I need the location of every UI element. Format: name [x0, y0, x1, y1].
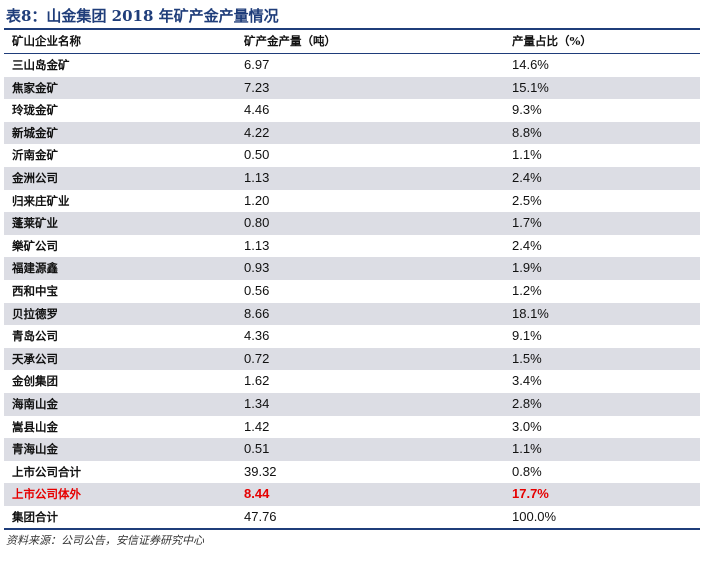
output-share-cell: 100.0% [512, 508, 557, 524]
company-name-cell: 金洲公司 [12, 170, 58, 185]
output-share-cell: 0.8% [512, 463, 542, 479]
gold-output-cell: 4.36 [244, 328, 270, 344]
table-row: 樂矿公司 1.13 2.4% [4, 235, 700, 258]
table-title: 表8：山金集团 2018 年矿产金产量情况 [6, 7, 279, 25]
company-name-cell: 沂南金矿 [12, 148, 58, 163]
gold-output-cell: 1.13 [244, 237, 270, 253]
output-share-cell: 3.4% [512, 373, 542, 389]
source-note: 资料来源：公司公告，安信证券研究中心 [6, 534, 204, 547]
table-row: 贝拉德罗 8.66 18.1% [4, 302, 700, 326]
gold-output-cell: 1.42 [244, 418, 270, 434]
gold-output-cell: 1.20 [244, 192, 270, 208]
company-name-cell: 上市公司合计 [12, 464, 81, 479]
company-name-cell: 嵩县山金 [12, 419, 58, 434]
output-share-cell: 15.1% [512, 79, 549, 95]
company-name-cell: 福建源鑫 [12, 261, 58, 276]
column-header-share: 产量占比（%） [512, 34, 592, 48]
table-row: 玲珑金矿 4.46 9.3% [4, 99, 700, 122]
column-header-company: 矿山企业名称 [12, 34, 81, 48]
table-row: 福建源鑫 0.93 1.9% [4, 257, 700, 280]
company-name-cell: 樂矿公司 [12, 238, 58, 253]
table-row: 青海山金 0.51 1.1% [4, 438, 700, 461]
table-row: 海南山金 1.34 2.8% [4, 392, 700, 416]
gold-output-cell: 47.76 [244, 508, 277, 524]
gold-output-cell: 4.22 [244, 124, 270, 140]
gold-output-cell: 0.56 [244, 282, 270, 298]
company-name-cell: 天承公司 [12, 351, 58, 366]
table-row: 集团合计 47.76 100.0% [4, 506, 700, 531]
table-header-row: 矿山企业名称 矿产金产量（吨） 产量占比（%） [4, 30, 700, 54]
table-row: 天承公司 0.72 1.5% [4, 347, 700, 371]
company-name-cell: 上市公司体外 [12, 487, 81, 502]
table-body: 三山岛金矿 6.97 14.6% 焦家金矿 7.23 15.1% 玲珑金矿 4.46 9.3% 新… [4, 54, 700, 531]
company-name-cell: 新城金矿 [12, 125, 58, 140]
output-share-cell: 2.4% [512, 237, 542, 253]
output-share-cell: 18.1% [512, 305, 549, 321]
column-header-output: 矿产金产量（吨） [244, 34, 336, 48]
company-name-cell: 焦家金矿 [12, 80, 58, 95]
table-row: 焦家金矿 7.23 15.1% [4, 76, 700, 100]
table-row: 青岛公司 4.36 9.1% [4, 325, 700, 348]
gold-output-cell: 0.93 [244, 260, 270, 276]
company-name-cell: 青海山金 [12, 442, 58, 457]
table-row: 新城金矿 4.22 8.8% [4, 121, 700, 145]
gold-output-cell: 39.32 [244, 463, 277, 479]
company-name-cell: 海南山金 [12, 396, 58, 411]
output-share-cell: 1.1% [512, 441, 542, 457]
gold-output-cell: 1.13 [244, 169, 270, 185]
gold-output-cell: 1.34 [244, 395, 270, 411]
company-name-cell: 贝拉德罗 [12, 306, 58, 321]
gold-output-cell: 8.66 [244, 305, 270, 321]
table-row: 上市公司体外 8.44 17.7% [4, 483, 700, 506]
company-name-cell: 归来庄矿业 [12, 193, 70, 208]
company-name-cell: 三山岛金矿 [12, 58, 70, 72]
table-row: 三山岛金矿 6.97 14.6% [4, 54, 700, 77]
gold-output-cell: 7.23 [244, 79, 270, 95]
output-share-cell: 2.8% [512, 395, 542, 411]
output-share-cell: 9.3% [512, 102, 542, 118]
company-name-cell: 青岛公司 [12, 329, 58, 344]
gold-output-cell: 0.51 [244, 441, 270, 457]
gold-output-cell: 0.72 [244, 350, 270, 366]
output-share-cell: 1.9% [512, 260, 542, 276]
table-row: 西和中宝 0.56 1.2% [4, 280, 700, 303]
company-name-cell: 蓬莱矿业 [12, 216, 58, 231]
gold-output-table: 矿山企业名称 矿产金产量（吨） 产量占比（%） 三山岛金矿 6.97 14.6% 焦家… [4, 28, 700, 531]
output-share-cell: 2.4% [512, 169, 542, 185]
gold-output-cell: 6.97 [244, 57, 270, 72]
output-share-cell: 1.2% [512, 282, 542, 298]
gold-output-cell: 0.50 [244, 147, 270, 163]
gold-output-cell: 1.62 [244, 373, 270, 389]
output-share-cell: 1.1% [512, 147, 542, 163]
company-name-cell: 玲珑金矿 [12, 103, 58, 118]
table-row: 金创集团 1.62 3.4% [4, 370, 700, 393]
table-row: 蓬莱矿业 0.80 1.7% [4, 212, 700, 235]
table-row: 金洲公司 1.13 2.4% [4, 166, 700, 190]
gold-output-cell: 4.46 [244, 102, 270, 118]
output-share-cell: 9.1% [512, 328, 542, 344]
company-name-cell: 西和中宝 [12, 283, 58, 298]
output-share-cell: 1.7% [512, 215, 542, 231]
table-row: 沂南金矿 0.50 1.1% [4, 144, 700, 167]
output-share-cell: 17.7% [512, 486, 549, 502]
table-row: 上市公司合计 39.32 0.8% [4, 461, 700, 484]
company-name-cell: 集团合计 [12, 509, 58, 524]
company-name-cell: 金创集团 [12, 374, 58, 389]
output-share-cell: 2.5% [512, 192, 542, 208]
table-row: 嵩县山金 1.42 3.0% [4, 416, 700, 439]
gold-output-cell: 0.80 [244, 215, 270, 231]
table-row: 归来庄矿业 1.20 2.5% [4, 190, 700, 213]
output-share-cell: 14.6% [512, 57, 549, 72]
output-share-cell: 1.5% [512, 350, 542, 366]
gold-output-cell: 8.44 [244, 486, 270, 502]
output-share-cell: 3.0% [512, 418, 542, 434]
output-share-cell: 8.8% [512, 124, 542, 140]
